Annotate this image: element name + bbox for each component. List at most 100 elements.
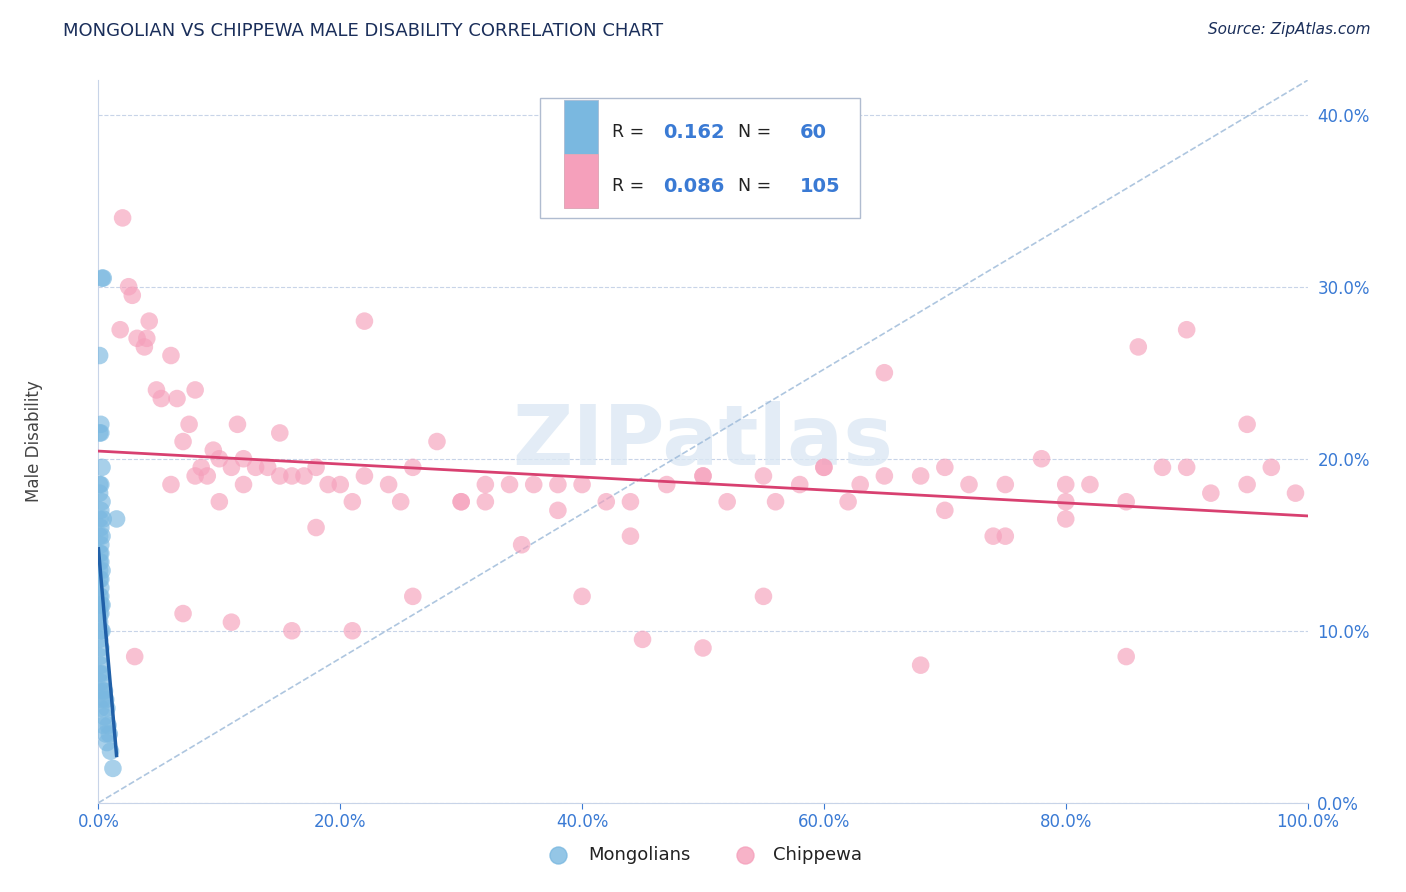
Point	[342, 624, 364, 638]
Point	[934, 503, 956, 517]
Point	[281, 624, 304, 638]
Point	[91, 564, 114, 578]
Point	[1054, 512, 1077, 526]
Point	[957, 477, 980, 491]
Point	[1175, 323, 1198, 337]
Point	[89, 666, 111, 681]
Point	[510, 538, 533, 552]
Text: ZIPatlas: ZIPatlas	[513, 401, 893, 482]
Point	[90, 701, 112, 715]
Point	[849, 477, 872, 491]
Text: MONGOLIAN VS CHIPPEWA MALE DISABILITY CORRELATION CHART: MONGOLIAN VS CHIPPEWA MALE DISABILITY CO…	[63, 22, 664, 40]
Point	[89, 425, 111, 440]
Point	[523, 477, 546, 491]
Point	[221, 460, 243, 475]
Point	[91, 598, 114, 612]
Point	[716, 494, 738, 508]
Point	[90, 640, 112, 655]
Point	[571, 590, 593, 604]
Point	[172, 434, 194, 449]
Point	[118, 279, 141, 293]
Point	[89, 684, 111, 698]
Point	[184, 469, 207, 483]
Point	[89, 564, 111, 578]
Text: Chippewa: Chippewa	[773, 846, 862, 863]
Point	[90, 477, 112, 491]
Point	[89, 590, 111, 604]
Point	[108, 323, 131, 337]
Text: R =: R =	[613, 178, 650, 195]
Point	[450, 494, 472, 508]
Text: 105: 105	[800, 177, 841, 195]
Point	[619, 494, 641, 508]
Point	[692, 469, 714, 483]
Point	[89, 477, 111, 491]
Point	[245, 460, 267, 475]
Point	[208, 494, 231, 508]
Point	[91, 666, 114, 681]
Point	[90, 572, 112, 586]
Point	[96, 735, 118, 749]
Point	[281, 469, 304, 483]
Point	[292, 469, 315, 483]
FancyBboxPatch shape	[564, 100, 598, 154]
Point	[184, 383, 207, 397]
Point	[305, 520, 328, 534]
Text: Mongolians: Mongolians	[588, 846, 690, 863]
Point	[138, 314, 160, 328]
Point	[89, 598, 111, 612]
Point	[655, 477, 678, 491]
Point	[124, 649, 146, 664]
Point	[89, 512, 111, 526]
Point	[91, 718, 114, 732]
Point	[91, 624, 114, 638]
Point	[94, 692, 117, 706]
Point	[91, 460, 114, 475]
Point	[90, 417, 112, 432]
Point	[90, 520, 112, 534]
Point	[1115, 649, 1137, 664]
Point	[93, 710, 115, 724]
Point	[89, 607, 111, 621]
Point	[145, 383, 167, 397]
Point	[97, 718, 120, 732]
Point	[121, 288, 143, 302]
Point	[127, 331, 149, 345]
Point	[90, 658, 112, 673]
Point	[981, 529, 1004, 543]
Point	[90, 425, 112, 440]
Point	[101, 761, 124, 775]
Point	[595, 494, 617, 508]
Text: R =: R =	[613, 123, 650, 141]
Point	[90, 607, 112, 621]
Point	[1236, 417, 1258, 432]
Point	[389, 494, 412, 508]
Point	[89, 572, 111, 586]
Point	[100, 744, 122, 758]
Point	[1115, 494, 1137, 508]
Point	[160, 477, 183, 491]
Point	[91, 512, 114, 526]
Point	[90, 598, 112, 612]
Point	[353, 469, 375, 483]
Point	[232, 477, 254, 491]
Point	[813, 460, 835, 475]
Point	[172, 607, 194, 621]
Point	[91, 271, 114, 285]
Point	[342, 494, 364, 508]
Text: 60: 60	[800, 123, 827, 142]
Point	[91, 271, 114, 285]
Point	[994, 477, 1017, 491]
Point	[91, 494, 114, 508]
Text: 0.086: 0.086	[664, 177, 724, 195]
Point	[1236, 477, 1258, 491]
Point	[91, 684, 114, 698]
Point	[90, 546, 112, 560]
Point	[1199, 486, 1222, 500]
Point	[166, 392, 188, 406]
Point	[90, 503, 112, 517]
Point	[631, 632, 654, 647]
Point	[329, 477, 352, 491]
Point	[105, 512, 128, 526]
Point	[316, 477, 339, 491]
